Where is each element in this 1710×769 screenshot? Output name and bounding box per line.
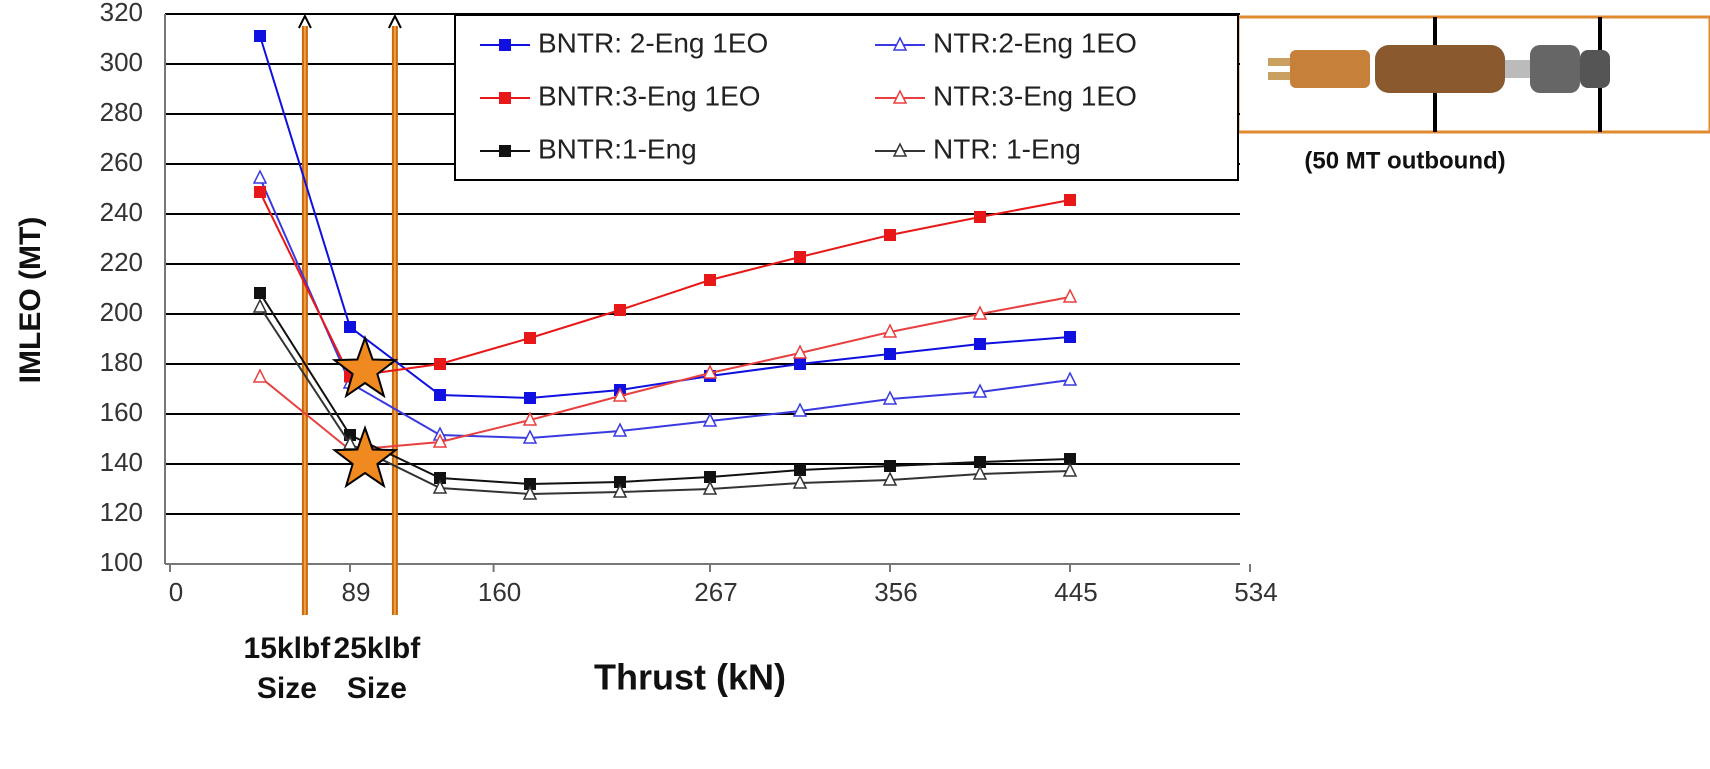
legend-label: NTR: 1-Eng: [933, 133, 1081, 164]
point: [434, 358, 446, 370]
point: [1064, 464, 1076, 476]
tank: [1290, 50, 1370, 88]
point: [254, 300, 266, 312]
point: [344, 321, 356, 333]
y-tick-label: 220: [100, 247, 143, 277]
point: [254, 370, 266, 382]
star: [335, 428, 396, 486]
y-tick-label: 160: [100, 397, 143, 427]
y-tick-label: 260: [100, 147, 143, 177]
point: [1064, 194, 1076, 206]
y-axis-title: IMLEO (MT): [14, 217, 47, 384]
spacecraft-inset: [1238, 17, 1710, 132]
x-tick-label: 160: [478, 577, 521, 607]
y-tick-label: 300: [100, 47, 143, 77]
legend: BNTR: 2-Eng 1EO NTR:2-Eng 1EO BNTR:3-Eng 1…: [455, 15, 1238, 180]
point: [794, 251, 806, 263]
y-tick-label: 320: [100, 0, 143, 27]
y-tick-label: 100: [100, 547, 143, 577]
legend-label: BNTR:3-Eng 1EO: [538, 80, 761, 111]
series-line: [260, 297, 1070, 450]
point: [614, 304, 626, 316]
point: [524, 332, 536, 344]
point: [1064, 290, 1076, 302]
point: [974, 211, 986, 223]
chart: IMLEO (MT) Thrust (kN) (50 MT outbound) …: [0, 0, 1710, 769]
point: [884, 229, 896, 241]
x-tick-label: 445: [1054, 577, 1097, 607]
legend-marker: [499, 39, 511, 51]
caption: (50 MT outbound): [1304, 147, 1505, 174]
point: [254, 171, 266, 183]
module: [1530, 45, 1580, 93]
series-line: [260, 178, 1070, 438]
x-tick-label: 267: [694, 577, 737, 607]
point: [254, 287, 266, 299]
series-line: [260, 192, 1070, 377]
annotation: Size: [257, 672, 317, 705]
point: [884, 348, 896, 360]
point: [254, 186, 266, 198]
legend-label: BNTR: 2-Eng 1EO: [538, 27, 768, 58]
y-tick-label: 280: [100, 97, 143, 127]
point: [794, 464, 806, 476]
x-tick-label: 356: [874, 577, 917, 607]
y-tick-label: 200: [100, 297, 143, 327]
legend-label: NTR:2-Eng 1EO: [933, 27, 1137, 58]
annotation: 25klbf: [334, 632, 422, 665]
nozzle: [1268, 58, 1290, 66]
point: [1064, 331, 1076, 343]
point: [884, 460, 896, 472]
y-axis-label: IMLEO (MT): [14, 217, 47, 384]
y-tick-label: 140: [100, 447, 143, 477]
module: [1580, 50, 1610, 88]
point: [254, 30, 266, 42]
legend-label: BNTR:1-Eng: [538, 133, 697, 164]
legend-label: NTR:3-Eng 1EO: [933, 80, 1137, 111]
annotation: 15klbf: [244, 632, 332, 665]
point: [524, 392, 536, 404]
x-tick-label: 0: [169, 577, 183, 607]
x-tick-label: 534: [1234, 577, 1277, 607]
nozzle: [1268, 72, 1290, 80]
x-tick-label: 89: [342, 577, 371, 607]
y-tick-label: 180: [100, 347, 143, 377]
y-tick-label: 240: [100, 197, 143, 227]
x-axis-label: Thrust (kN): [594, 657, 786, 698]
legend-marker: [499, 145, 511, 157]
y-tick-label: 120: [100, 497, 143, 527]
tank: [1375, 45, 1505, 93]
point: [704, 274, 716, 286]
point: [434, 389, 446, 401]
annotation: Size: [347, 672, 407, 705]
point: [974, 338, 986, 350]
point: [1064, 373, 1076, 385]
point: [794, 358, 806, 370]
truss: [1505, 60, 1530, 78]
legend-marker: [499, 92, 511, 104]
